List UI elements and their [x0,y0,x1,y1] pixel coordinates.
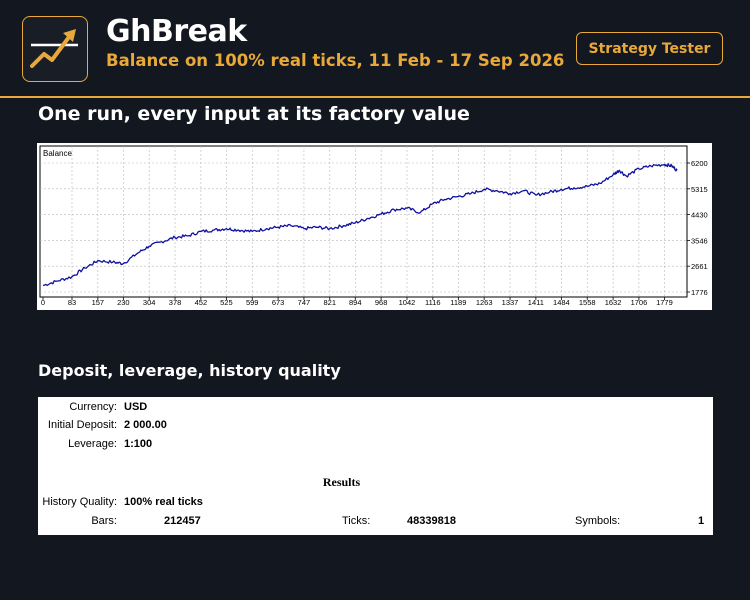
balance-series-line [42,163,678,287]
app-title: GhBreak [106,14,247,49]
report-section-title: Deposit, leverage, history quality [38,361,341,380]
x-tick-label: 83 [68,298,76,307]
app-logo [22,16,88,82]
symbols-label: Symbols: [575,515,621,527]
plot-frame [39,145,688,298]
symbols-value: 1 [698,515,705,527]
currency-value: USD [124,401,148,413]
x-tick-label: 821 [324,298,337,307]
y-tick-label: 3546 [691,236,708,245]
x-tick-label: 1411 [528,298,544,307]
quality-value: 100% real ticks [124,496,203,508]
x-tick-label: 599 [246,298,259,307]
x-tick-label: 525 [220,298,233,307]
x-tick-label: 1263 [476,298,493,307]
y-tick-label: 2661 [691,262,708,271]
strategy-tester-button[interactable]: Strategy Tester [576,32,723,65]
balance-chart: 0 83 157 230 304 378 452 525 599 673 747 821 894 968 1… [37,143,712,310]
x-tick-label: 1042 [399,298,416,307]
x-tick-label: 1484 [553,298,570,307]
results-heading: Results [322,475,361,489]
x-tick-label: 1189 [450,298,466,307]
leverage-label: Leverage: [68,438,117,450]
x-tick-label: 747 [298,298,311,307]
deposit-label: Initial Deposit: [47,419,117,431]
header-divider [0,96,750,98]
bars-label: Bars: [91,515,117,527]
x-tick-label: 304 [143,298,156,307]
app-header: GhBreak Balance on 100% real ticks, 11 F… [0,0,750,96]
x-tick-label: 452 [195,298,208,307]
ticks-value: 48339818 [407,515,456,527]
x-tick-label: 968 [375,298,388,307]
quality-label: History Quality: [42,496,117,508]
x-tick-label: 0 [41,298,45,307]
app-subtitle: Balance on 100% real ticks, 11 Feb - 17 … [106,51,565,70]
x-tick-label: 1706 [631,298,648,307]
x-tick-label: 1632 [605,298,622,307]
chart-title: Balance [43,149,72,158]
x-tick-label: 1116 [425,298,441,307]
leverage-value: 1:100 [124,438,153,450]
x-tick-label: 894 [349,298,362,307]
y-tick-label: 6200 [691,159,708,168]
bars-value: 212457 [164,515,201,527]
x-tick-label: 1558 [579,298,596,307]
currency-label: Currency: [69,401,117,413]
y-tick-label: 1776 [691,288,708,297]
y-tick-label: 4430 [691,211,708,220]
ticks-label: Ticks: [342,515,371,527]
balance-chart-svg: 0 83 157 230 304 378 452 525 599 673 747 821 894 968 1… [39,145,708,307]
y-tick-label: 5315 [691,185,708,194]
x-tick-label: 1779 [656,298,673,307]
x-tick-label: 230 [117,298,130,307]
trend-up-arrow-icon [30,29,78,68]
x-tick-label: 378 [169,298,182,307]
tester-report: Currency: USD Initial Deposit: 2 000.00 … [38,397,713,535]
x-tick-label: 1337 [502,298,519,307]
chart-section-title: One run, every input at its factory valu… [38,103,470,125]
x-tick-label: 157 [92,298,105,307]
x-tick-label: 673 [272,298,285,307]
deposit-value: 2 000.00 [124,419,167,431]
